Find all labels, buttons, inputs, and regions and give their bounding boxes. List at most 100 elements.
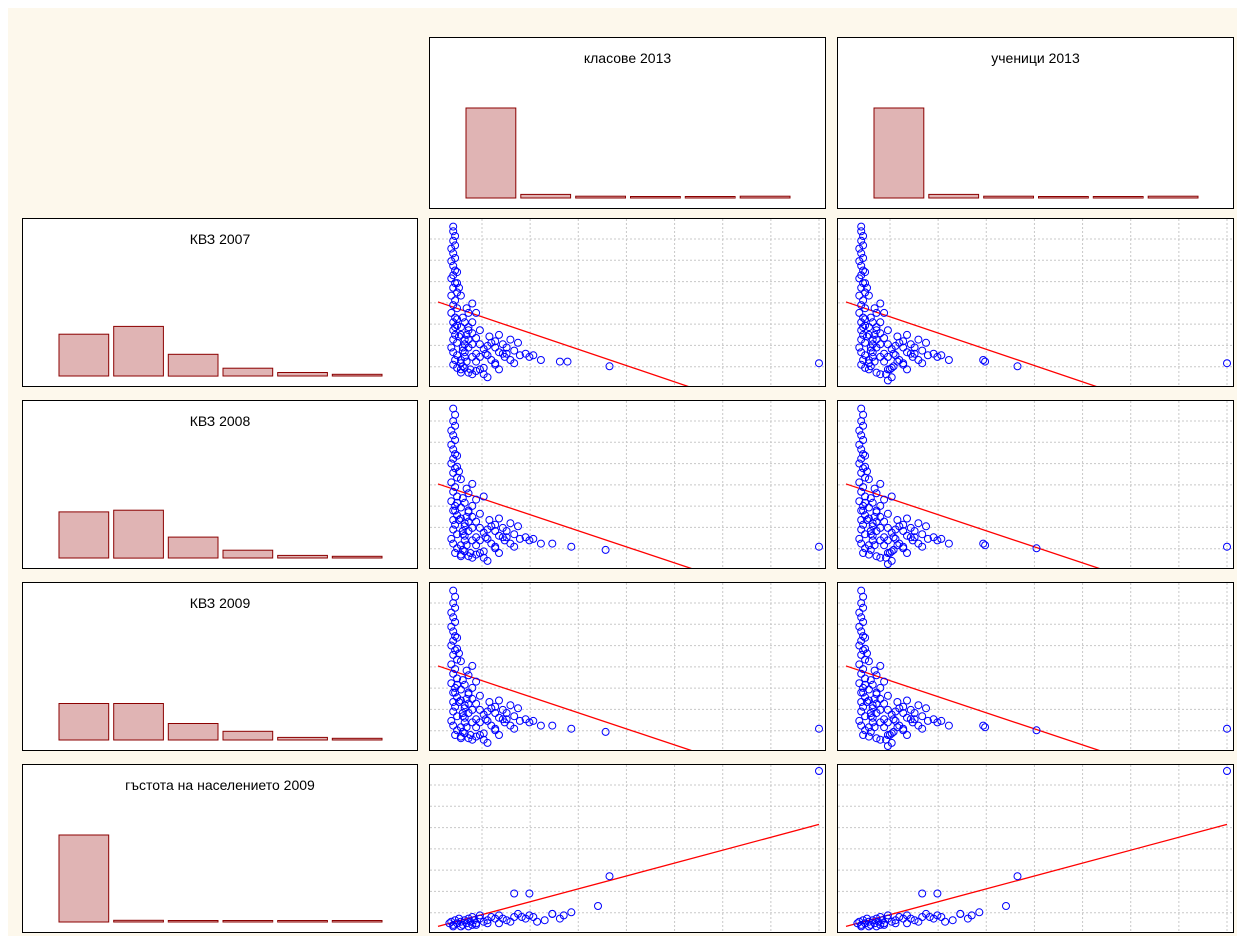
scatter-point <box>933 889 942 898</box>
scatter-point <box>859 665 868 674</box>
scatterplot-matrix: класове 2013 ученици 2013 КВЗ 2007 КВЗ 2… <box>8 8 1237 936</box>
scatter-panel-r0-c1 <box>837 218 1234 387</box>
scatter-point <box>536 539 545 548</box>
scatter-point <box>937 534 946 543</box>
scatter-point <box>914 721 923 730</box>
scatter-point <box>475 509 484 518</box>
histogram-row-1 <box>58 509 383 559</box>
scatter-point <box>1032 544 1041 553</box>
scatter-point <box>462 666 471 675</box>
scatter-point <box>872 489 881 498</box>
scatter-point <box>870 666 879 675</box>
histogram-bar <box>1038 196 1089 199</box>
scatter-point <box>555 357 564 366</box>
scatter-point <box>510 346 519 355</box>
scatter-point <box>861 674 870 683</box>
scatter-point <box>458 676 467 685</box>
scatter-point <box>855 716 864 725</box>
row-title: КВЗ 2009 <box>189 595 251 611</box>
histogram-bar <box>277 920 328 923</box>
scatter-point <box>876 920 885 929</box>
scatter-point <box>455 467 463 476</box>
hist-panel-row-3: гъстота на населението 2009 <box>22 764 418 933</box>
scatter-point <box>453 674 462 683</box>
scatter-point <box>872 690 881 699</box>
histogram-bar <box>684 196 736 199</box>
scatter-point <box>914 701 923 710</box>
scatter-point <box>857 707 866 716</box>
scatter-point <box>447 622 456 631</box>
scatter-point <box>453 321 462 330</box>
scatter-point <box>883 536 892 545</box>
scatter-point <box>447 716 456 725</box>
scatter-point <box>495 713 503 722</box>
scatter-point <box>1032 726 1041 735</box>
histogram-bar <box>167 723 219 741</box>
scatter-point <box>868 680 877 689</box>
scatter-point <box>937 716 946 725</box>
scatter-point <box>464 308 473 317</box>
scatter-point <box>872 506 881 515</box>
scatter-point <box>468 683 477 692</box>
scatter-point <box>487 704 496 713</box>
scatter-point <box>948 916 957 925</box>
histogram-bar <box>331 373 383 377</box>
scatter-point <box>903 330 911 339</box>
scatter-point <box>510 889 519 898</box>
regression-line <box>845 665 1100 750</box>
histogram-bar <box>113 703 164 741</box>
scatter-point <box>472 495 481 504</box>
histogram-bar <box>575 195 626 199</box>
scatter-point <box>857 525 866 534</box>
scatter-point <box>855 426 864 435</box>
hist-panel-row-1: КВЗ 2008 <box>22 400 418 569</box>
hist-panel-col-1: ученици 2013 <box>837 37 1234 209</box>
scatter-point <box>859 266 868 275</box>
scatter-point <box>449 417 458 426</box>
scatter-point <box>495 365 503 374</box>
scatter-point <box>857 613 866 622</box>
scatter-point <box>914 356 923 364</box>
histogram-bar <box>222 367 274 377</box>
scatter-point <box>456 922 465 931</box>
row-title: КВЗ 2007 <box>189 231 251 247</box>
column-title: класове 2013 <box>583 50 672 66</box>
scatter-point <box>449 445 458 454</box>
scatter-point <box>495 330 503 339</box>
scatter-point <box>866 676 875 685</box>
scatter-point <box>540 916 549 925</box>
scatter-point <box>460 729 469 738</box>
histogram-bar <box>113 509 164 559</box>
scatter-point <box>861 680 870 689</box>
scatter-point <box>525 718 534 727</box>
scatter-point <box>525 889 534 898</box>
regression-line <box>437 483 692 568</box>
scatter-point <box>472 677 481 686</box>
scatter-point <box>479 547 488 556</box>
scatter-point <box>883 509 892 518</box>
scatter-point <box>449 261 458 270</box>
scatter-point <box>456 323 465 332</box>
histogram-bar <box>222 920 274 923</box>
scatter-point <box>866 920 875 929</box>
histogram-bar <box>58 834 110 923</box>
scatter-point <box>868 348 877 357</box>
scatter-point <box>859 506 868 515</box>
scatter-point <box>548 909 557 918</box>
histogram-bar <box>1147 195 1199 199</box>
scatter-point <box>472 550 481 559</box>
scatter-point <box>468 479 477 488</box>
histogram-bar <box>277 554 328 559</box>
scatter-point <box>870 723 879 732</box>
scatter-point <box>868 498 877 507</box>
scatter-point <box>468 501 477 510</box>
scatter-point <box>857 417 866 426</box>
scatter-point <box>861 304 870 313</box>
histogram-bar <box>520 193 572 199</box>
scatter-point <box>464 508 473 517</box>
scatter-point <box>861 644 870 653</box>
scatter-point <box>475 365 484 374</box>
scatter-point <box>866 494 875 503</box>
scatter-point <box>453 279 462 288</box>
scatter-point <box>899 702 908 711</box>
